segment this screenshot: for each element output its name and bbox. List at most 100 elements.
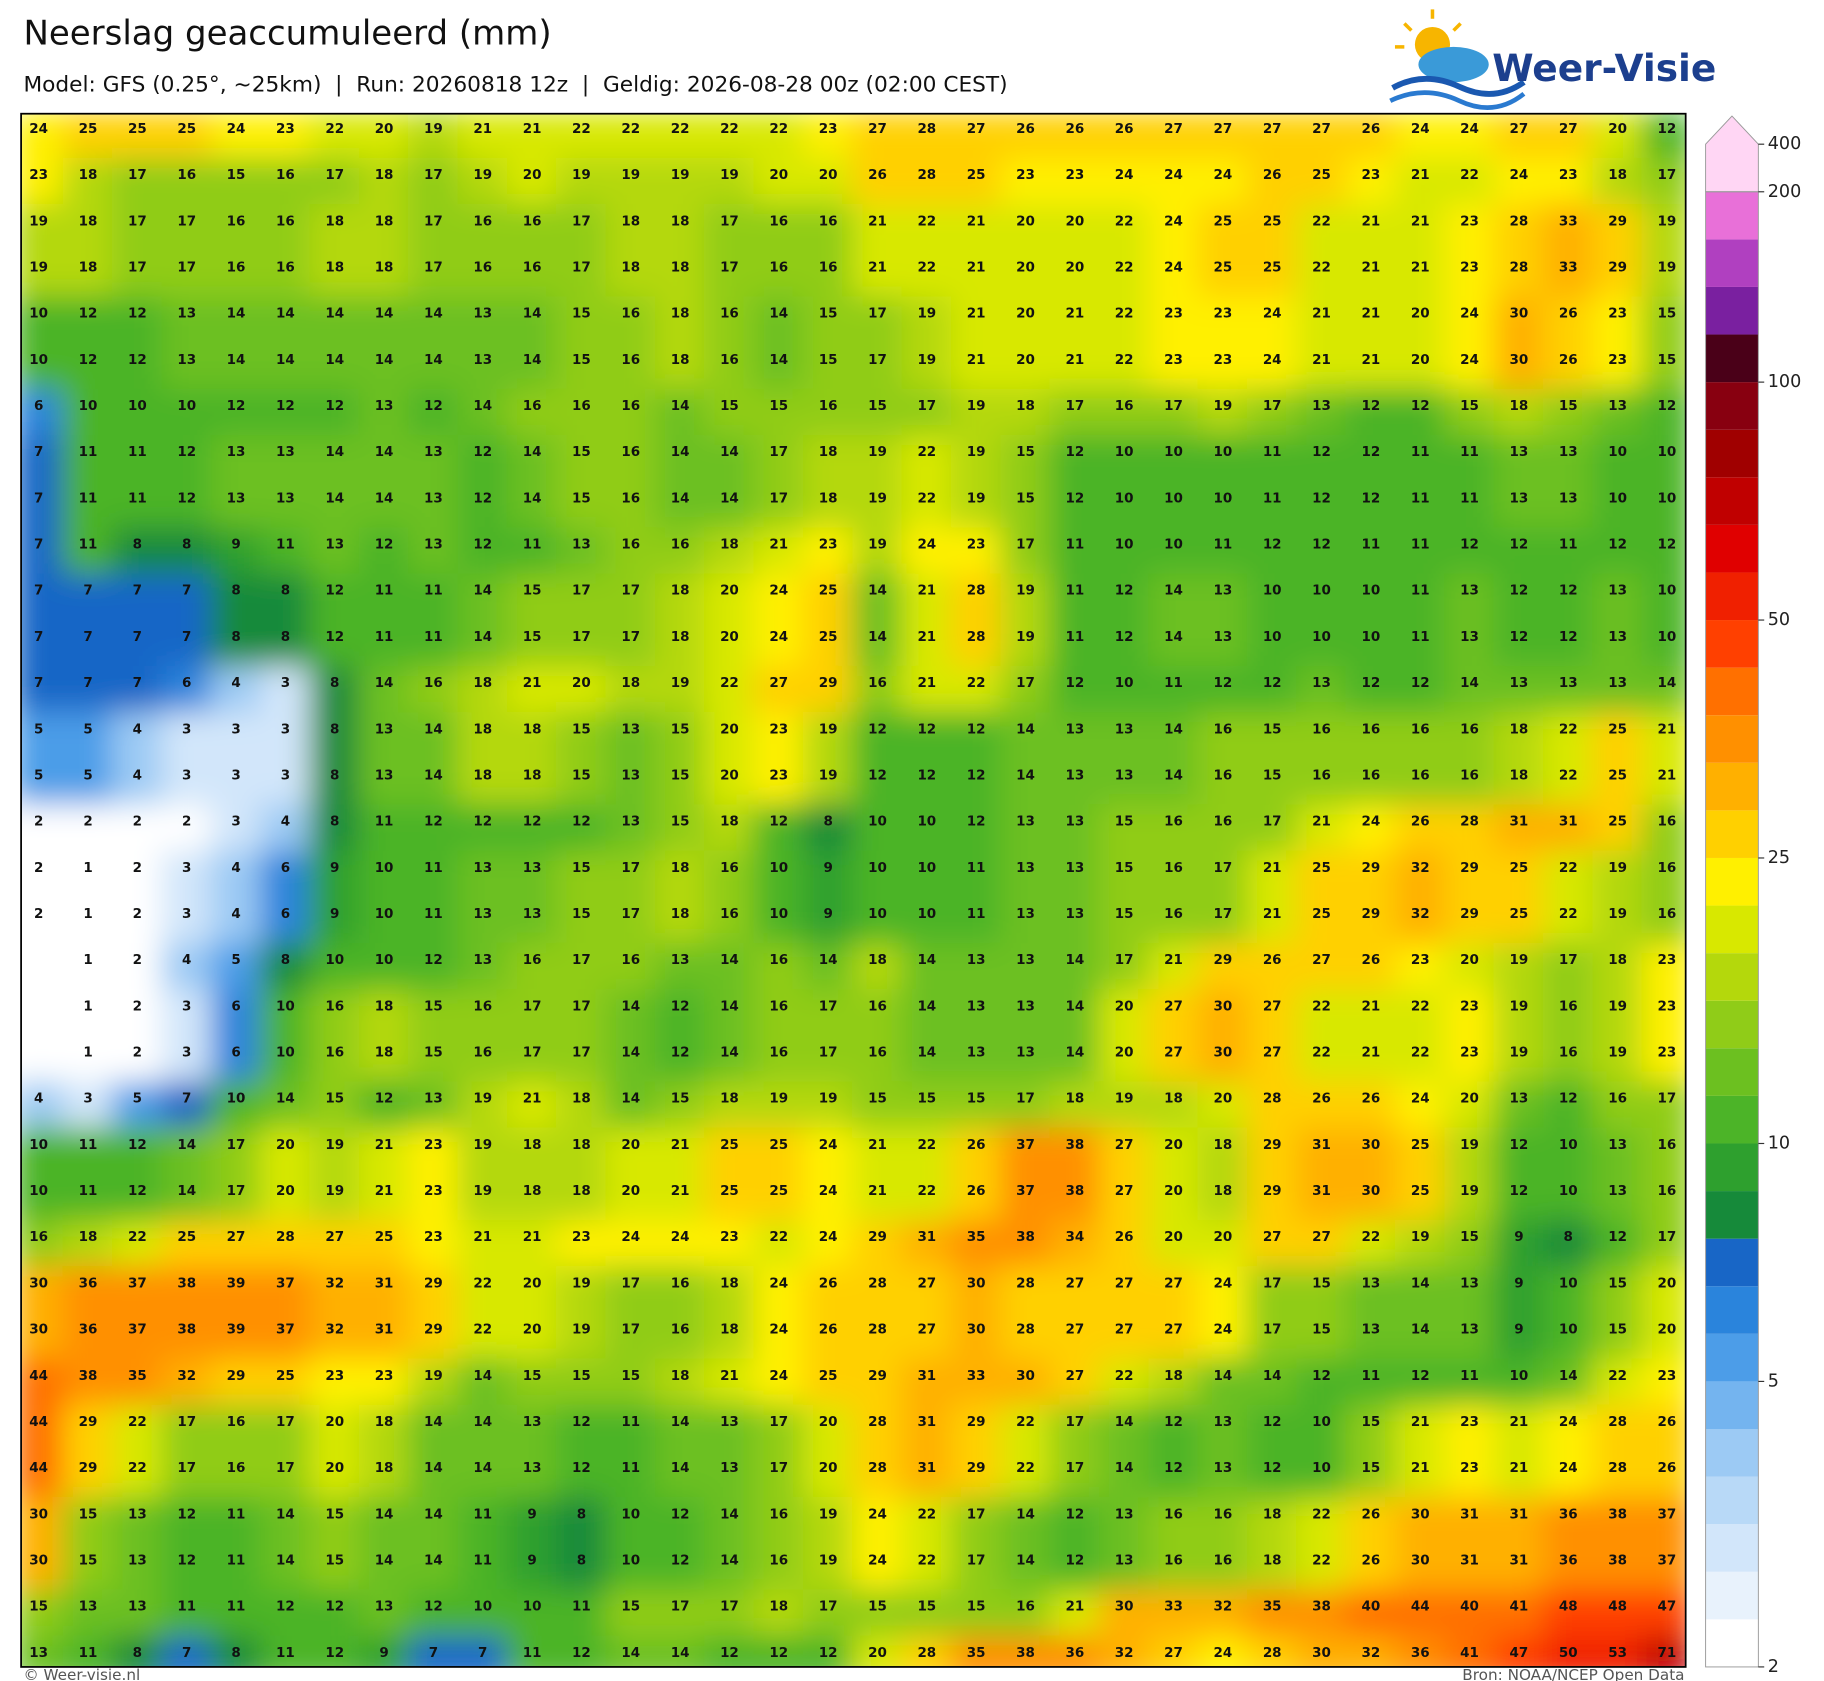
precip-label: 8 [281, 629, 290, 645]
precip-label: 20 [1411, 352, 1430, 368]
precip-label: 25 [1608, 767, 1627, 783]
precip-label: 12 [128, 1183, 147, 1199]
precip-label: 8 [330, 814, 339, 830]
precip-cell [1394, 850, 1446, 898]
precip-label: 10 [523, 1599, 542, 1615]
precip-label: 27 [1115, 1275, 1134, 1291]
precip-cell [1641, 619, 1686, 668]
precip-label: 29 [1608, 259, 1627, 275]
precip-cell [1444, 758, 1495, 806]
precip-cell [1542, 850, 1594, 898]
precip-label: 18 [621, 675, 640, 691]
precip-label: 24 [621, 1229, 640, 1245]
precip-label: 32 [1213, 1599, 1232, 1615]
precip-cell [457, 250, 509, 298]
precip-label: 16 [473, 1045, 492, 1061]
precip-label: 15 [1115, 814, 1134, 830]
precip-cell [1246, 527, 1298, 575]
precip-cell [408, 527, 459, 575]
precip-label: 19 [473, 1091, 492, 1107]
precip-cell [1444, 619, 1495, 668]
precip-label: 2 [182, 814, 191, 830]
precip-cell [1345, 804, 1397, 852]
precip-cell [457, 113, 509, 160]
precip-label: 2 [34, 814, 43, 830]
precip-label: 13 [1065, 814, 1084, 830]
precip-label: 11 [1263, 490, 1282, 506]
precip-label: 11 [473, 1506, 492, 1522]
precip-cell [62, 896, 114, 945]
precip-cell [62, 204, 114, 252]
precip-cell [62, 573, 114, 621]
precip-label: 10 [1608, 490, 1627, 506]
precip-label: 30 [967, 1322, 986, 1338]
precip-label: 10 [1510, 1368, 1529, 1384]
precip-label: 36 [79, 1275, 98, 1291]
precip-label: 11 [79, 537, 98, 553]
precip-label: 20 [1411, 306, 1430, 322]
precip-label: 18 [572, 1091, 591, 1107]
precip-cell [210, 481, 262, 529]
precip-cell [1296, 804, 1347, 852]
precip-label: 14 [720, 1553, 739, 1569]
precip-label: 13 [473, 306, 492, 322]
precip-label: 12 [671, 1553, 690, 1569]
footer-right: Bron: NOAA/NCEP Open Data [1462, 1666, 1684, 1681]
precip-label: 14 [375, 490, 394, 506]
precip-label: 13 [1213, 629, 1232, 645]
precip-cell [1394, 712, 1446, 760]
precip-label: 22 [1362, 1229, 1381, 1245]
precip-label: 23 [1164, 352, 1183, 368]
precip-label: 13 [424, 444, 443, 460]
precip-label: 12 [79, 306, 98, 322]
precip-cell [161, 573, 212, 621]
precip-cell [605, 157, 657, 206]
colorbar-segment [1705, 382, 1759, 430]
precip-label: 19 [917, 306, 936, 322]
precip-label: 17 [769, 1460, 788, 1476]
precip-label: 30 [1411, 1506, 1430, 1522]
precip-label: 13 [128, 1599, 147, 1615]
precip-label: 38 [177, 1275, 196, 1291]
precip-cell [21, 296, 64, 344]
precip-label: 26 [1263, 952, 1282, 968]
precip-cell [210, 296, 262, 344]
precip-label: 17 [128, 213, 147, 229]
precip-cell [457, 204, 509, 252]
precip-cell [408, 758, 459, 806]
precip-label: 24 [1213, 1275, 1232, 1291]
precip-label: 2 [133, 1045, 142, 1061]
precip-label: 27 [1559, 121, 1578, 137]
precip-label: 28 [1608, 1460, 1627, 1476]
precip-label: 15 [572, 860, 591, 876]
precip-label: 30 [1213, 1045, 1232, 1061]
precip-label: 29 [868, 1368, 887, 1384]
precip-label: 26 [1016, 121, 1035, 137]
precip-label: 1 [83, 906, 92, 922]
precip-cell [210, 342, 262, 390]
precip-label: 17 [819, 1045, 838, 1061]
precip-label: 29 [868, 1229, 887, 1245]
precip-label: 23 [1608, 306, 1627, 322]
precip-label: 13 [424, 537, 443, 553]
precip-label: 11 [424, 906, 443, 922]
precip-cell [358, 296, 410, 344]
precip-cell [1444, 157, 1495, 206]
precip-cell [1641, 434, 1686, 483]
precip-label: 13 [128, 1506, 147, 1522]
precip-label: 19 [1510, 998, 1529, 1014]
precip-cell [1148, 388, 1199, 437]
precip-label: 26 [1559, 352, 1578, 368]
precip-cell [1148, 250, 1199, 298]
precip-cell [704, 113, 755, 160]
precip-cell [1246, 665, 1298, 714]
precip-cell [1296, 481, 1347, 529]
precip-cell [654, 896, 706, 945]
precip-label: 6 [281, 906, 290, 922]
precip-cell [852, 712, 903, 760]
precip-cell [457, 712, 509, 760]
colorbar-segment [1705, 762, 1759, 811]
precip-label: 16 [621, 537, 640, 553]
precip-label: 7 [182, 629, 191, 645]
precip-cell [852, 527, 903, 575]
